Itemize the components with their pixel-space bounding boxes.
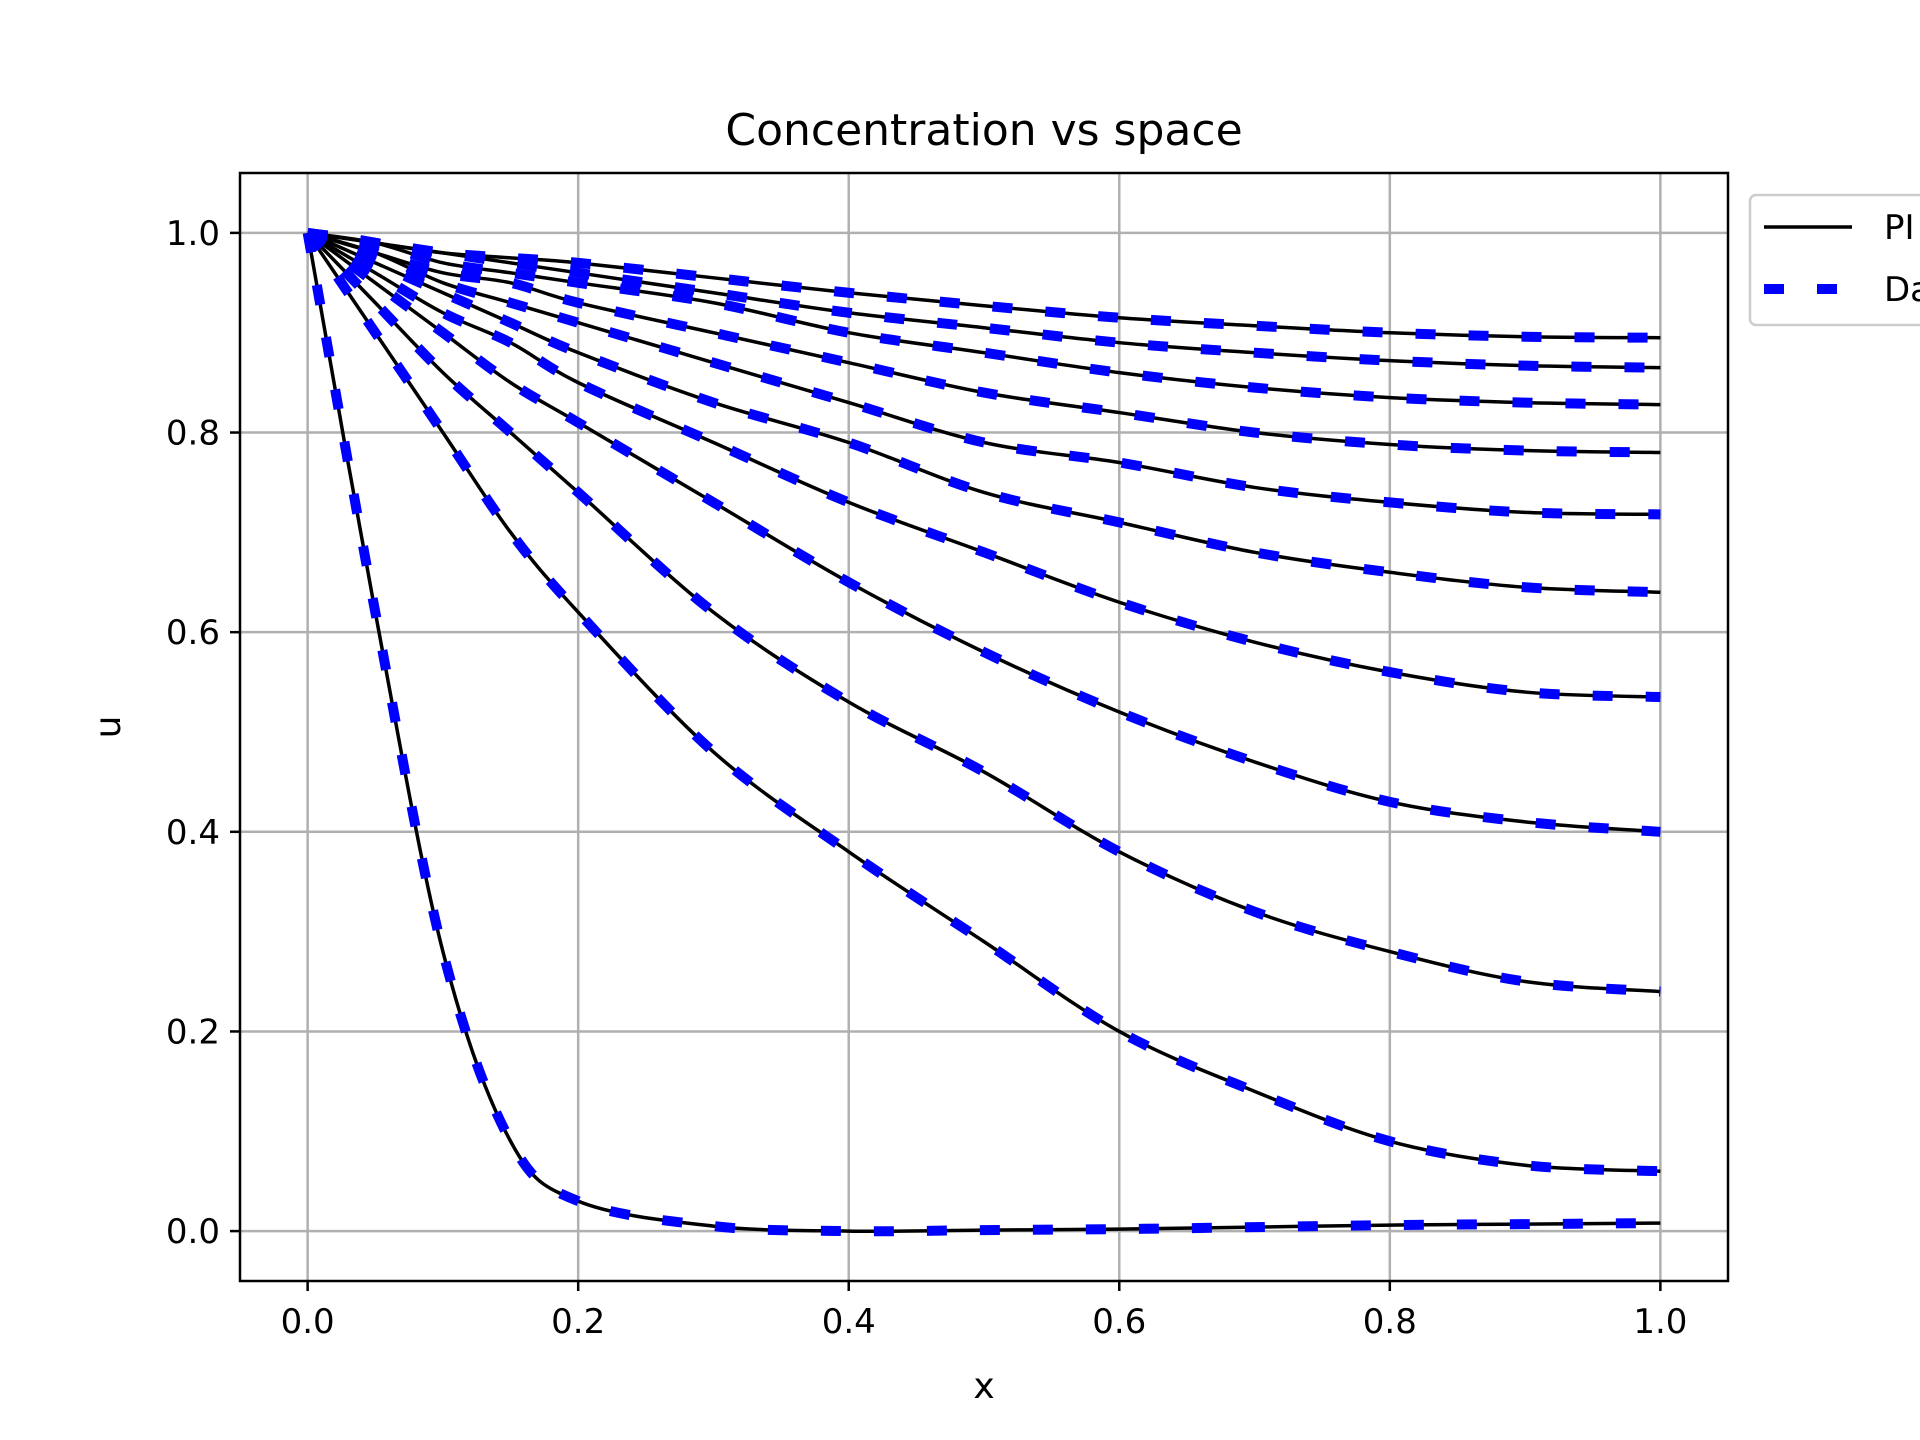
y-axis-ticks: 0.0 0.2 0.4 0.6 0.8 1.0 xyxy=(166,214,240,1252)
da-series-line-5 xyxy=(305,228,1661,703)
y-tick-label: 0.2 xyxy=(166,1012,220,1052)
y-tick-label: 0.6 xyxy=(166,613,220,653)
x-axis-label: x xyxy=(973,1366,994,1407)
chart-title: Concentration vs space xyxy=(725,105,1242,156)
x-axis-ticks: 0.0 0.2 0.4 0.6 0.8 1.0 xyxy=(281,1281,1687,1342)
pi-series-line-7 xyxy=(307,231,1661,517)
da-series-line-8 xyxy=(306,228,1661,458)
da-series-line-4 xyxy=(304,228,1661,837)
da-series-line-7 xyxy=(306,228,1661,520)
x-tick-label: 0.2 xyxy=(551,1302,605,1342)
y-tick-label: 1.0 xyxy=(166,214,220,254)
da-series-line-11 xyxy=(306,227,1661,343)
x-tick-label: 0.6 xyxy=(1092,1302,1146,1342)
y-tick-label: 0.8 xyxy=(166,414,220,454)
x-tick-label: 0.4 xyxy=(822,1302,876,1342)
x-tick-label: 0.0 xyxy=(281,1302,335,1342)
grid xyxy=(240,173,1728,1281)
da-series-line-1 xyxy=(302,232,1661,1237)
x-tick-label: 0.8 xyxy=(1363,1302,1417,1342)
legend-label-da: Da xyxy=(1884,270,1920,310)
da-series-line-6 xyxy=(305,228,1661,598)
legend-label-pi: PI xyxy=(1884,208,1915,248)
da-series-line-3 xyxy=(304,229,1661,997)
pi-series-line-6 xyxy=(306,231,1661,594)
x-tick-label: 1.0 xyxy=(1633,1302,1687,1342)
legend: PI Da xyxy=(1748,193,1920,327)
da-series-line-9 xyxy=(306,227,1661,410)
plot-frame xyxy=(238,171,1730,1283)
y-axis-label: u xyxy=(88,716,129,739)
y-tick-label: 0.0 xyxy=(166,1212,220,1252)
series-layer xyxy=(302,227,1661,1237)
y-tick-label: 0.4 xyxy=(166,813,220,853)
da-series-line-2 xyxy=(303,230,1661,1177)
pi-series-line-3 xyxy=(306,231,1661,994)
